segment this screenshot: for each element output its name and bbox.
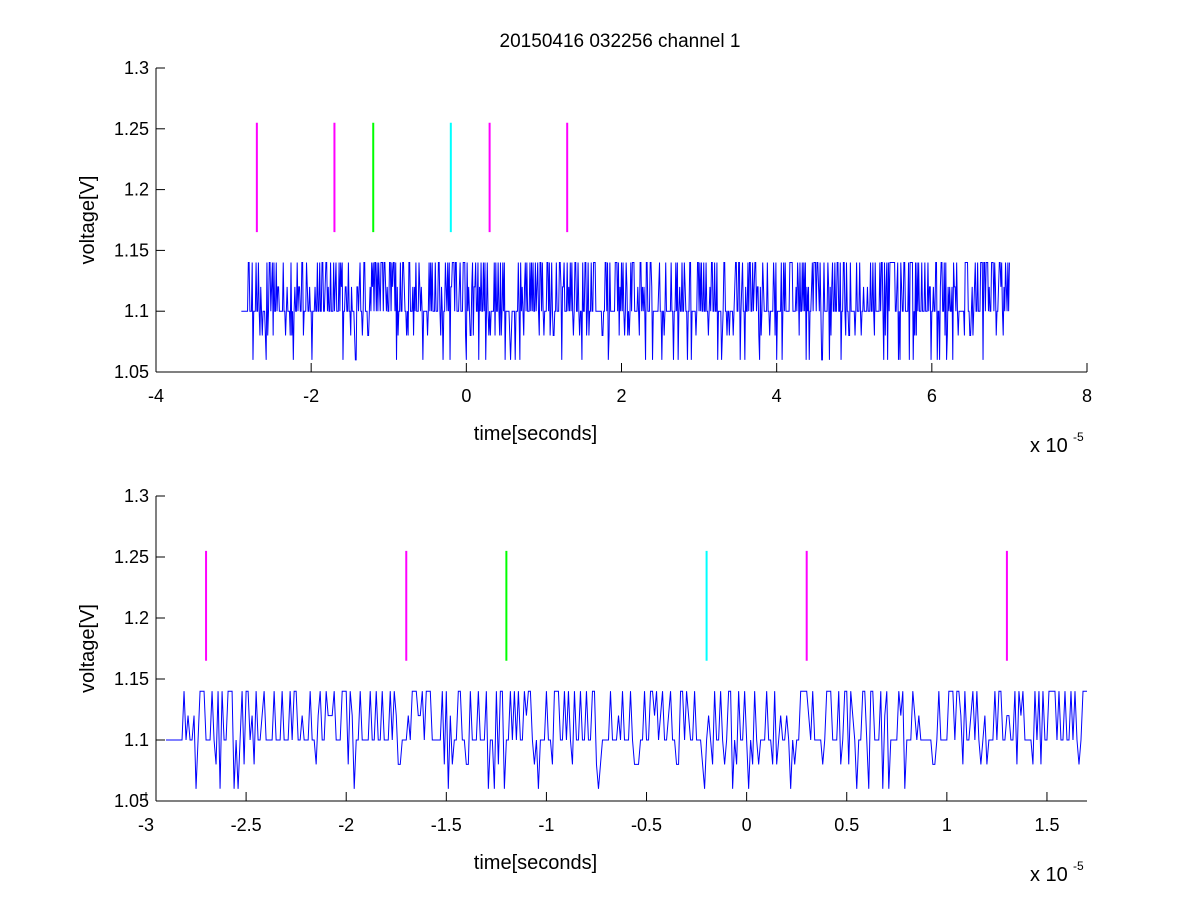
y-tick-label: 1.25: [114, 119, 149, 139]
x-multiplier-exponent: -5: [1073, 859, 1084, 873]
x-multiplier-exponent: -5: [1073, 430, 1084, 444]
x-tick-label: -2: [338, 815, 354, 835]
x-multiplier-label: x 10: [1030, 435, 1068, 457]
y-tick-label: 1.05: [114, 791, 149, 811]
x-tick-label: -1.5: [431, 815, 462, 835]
y-tick-label: 1.25: [114, 547, 149, 567]
y-tick-label: 1.1: [124, 730, 149, 750]
y-tick-label: 1.2: [124, 608, 149, 628]
y-tick-label: 1.3: [124, 58, 149, 78]
y-tick-label: 1.05: [114, 362, 149, 382]
y-axis-label: voltage[V]: [77, 604, 99, 693]
x-tick-label: 6: [927, 386, 937, 406]
x-multiplier-label: x 10: [1030, 864, 1068, 886]
x-tick-label: 4: [772, 386, 782, 406]
x-tick-label: 0.5: [834, 815, 859, 835]
y-tick-label: 1.2: [124, 180, 149, 200]
x-axis-label: time[seconds]: [474, 423, 597, 445]
y-tick-label: 1.1: [124, 301, 149, 321]
x-axis-label: time[seconds]: [474, 852, 597, 874]
y-tick-label: 1.15: [114, 669, 149, 689]
x-tick-label: -4: [148, 386, 164, 406]
x-tick-label: 1.5: [1034, 815, 1059, 835]
x-tick-label: -2: [303, 386, 319, 406]
figure-title: 20150416 032256 channel 1: [500, 31, 741, 52]
x-tick-label: 1: [942, 815, 952, 835]
x-tick-label: 8: [1082, 386, 1092, 406]
x-tick-label: 2: [616, 386, 626, 406]
signal-line: [166, 690, 1087, 789]
bottom-plot: 1.05 1.1 1.15 1.2 1.25 1.3 -3 -2.5 -2 -1.5 -1 -0.5 0…: [77, 486, 1087, 886]
x-tick-label: 0: [742, 815, 752, 835]
signal-line: [241, 262, 1010, 361]
top-plot: 1.05 1.1 1.15 1.2 1.25 1.3 -4 -2 0 2 4 6 8 time[secon…: [77, 58, 1092, 457]
y-tick-label: 1.3: [124, 486, 149, 506]
x-tick-label: -3: [138, 815, 154, 835]
y-axis-label: voltage[V]: [77, 176, 99, 265]
x-tick-label: 0: [461, 386, 471, 406]
y-tick-label: 1.15: [114, 240, 149, 260]
x-tick-label: -2.5: [231, 815, 262, 835]
x-tick-label: -1: [538, 815, 554, 835]
x-tick-label: -0.5: [631, 815, 662, 835]
